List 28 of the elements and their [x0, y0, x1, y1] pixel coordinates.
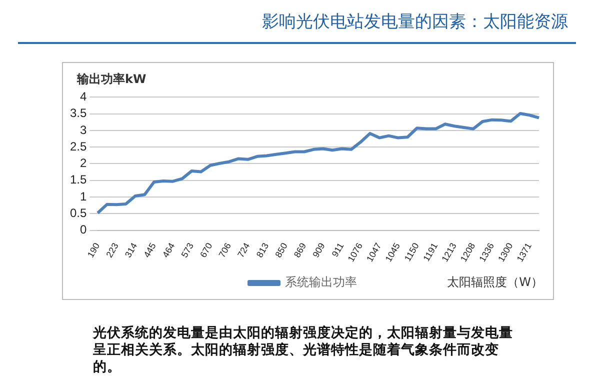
- chart-title: 影响光伏电站发电量的因素：太阳能资源: [262, 11, 568, 33]
- y-tick-label: 2: [80, 156, 87, 170]
- x-tick-label: 314: [122, 241, 140, 260]
- x-tick-label: 445: [142, 241, 158, 260]
- y-tick-label: 2.5: [70, 139, 87, 154]
- x-tick-label: 190: [85, 241, 102, 260]
- x-tick-label: 850: [273, 241, 290, 260]
- x-tick-label: 670: [198, 241, 214, 260]
- x-tick-label: 706: [216, 241, 234, 260]
- y-tick-label: 3.5: [70, 106, 87, 120]
- x-tick-label: 573: [179, 241, 196, 260]
- x-tick-label: 724: [236, 241, 252, 260]
- y-tick-label: 0: [80, 222, 87, 237]
- legend-label: 系统输出功率: [285, 275, 357, 290]
- y-tick-label: 4: [80, 90, 87, 104]
- text: 光伏系统的发电量是由太阳的辐射强度决定的，太阳辐射量与发电量呈正相关关系。太阳的辐射强度、光谱特性是随着气象条件而改变的。: [93, 325, 513, 376]
- x-tick-label: 223: [104, 241, 120, 260]
- y-tick-label: 3: [80, 122, 87, 137]
- y-tick-label: 1: [80, 189, 87, 204]
- x-tick-label: 869: [292, 241, 308, 260]
- y-axis-title: 输出功率kW: [77, 71, 146, 88]
- x-tick-label: 909: [310, 241, 327, 260]
- y-tick-label: 0.5: [70, 206, 87, 220]
- x-tick-label: 464: [160, 241, 177, 260]
- y-tick-label: 1.5: [70, 172, 87, 187]
- x-tick-label: 911: [330, 241, 346, 259]
- x-axis-title: 太阳辐照度（W）: [447, 274, 543, 291]
- x-tick-label: 813: [254, 241, 271, 260]
